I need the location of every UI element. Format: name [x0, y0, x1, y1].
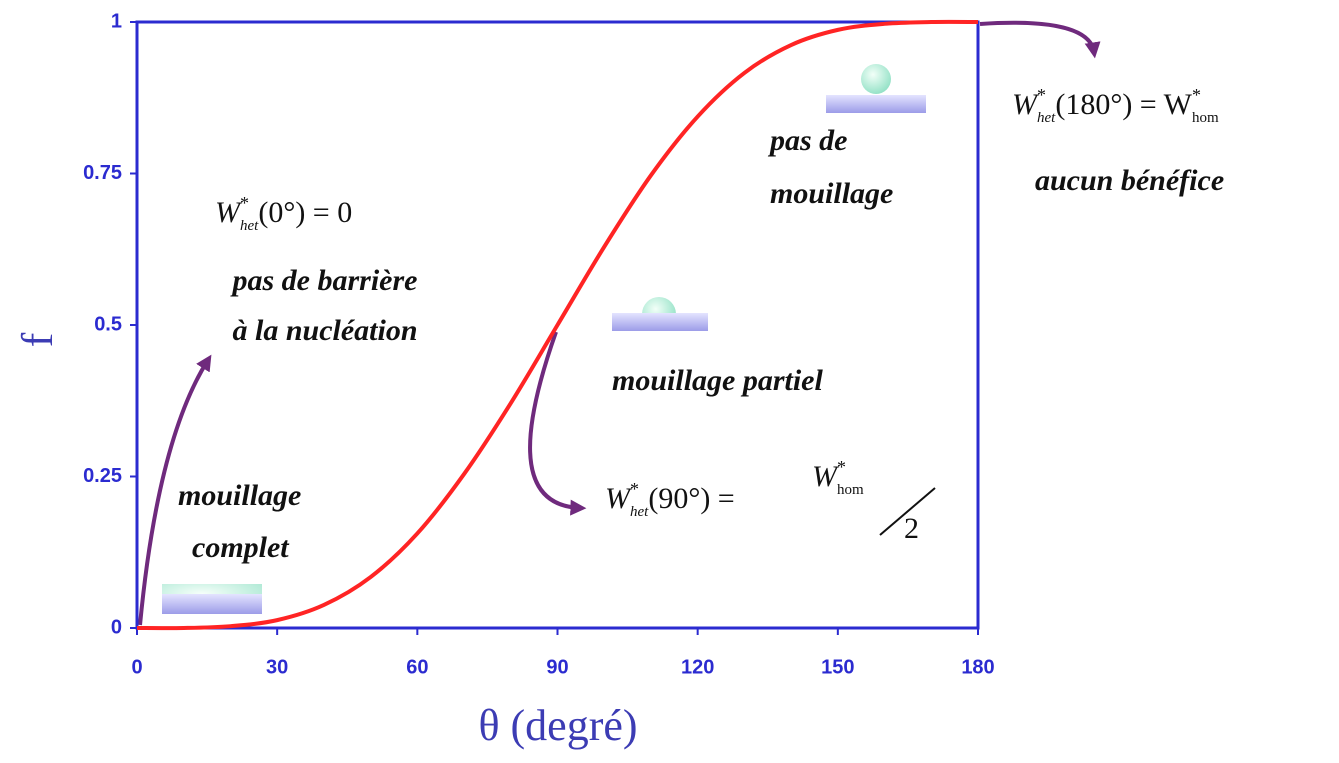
arrow	[528, 331, 587, 516]
eq-main: W	[605, 482, 633, 515]
eq-sup: *	[240, 193, 249, 213]
note: à la nucléation	[232, 314, 417, 347]
equation: W* het(90°) =	[605, 479, 735, 520]
x-tick-label: 180	[961, 656, 994, 678]
arrow	[138, 354, 212, 626]
x-tick-label: 0	[131, 656, 142, 678]
x-tick-label: 60	[406, 656, 428, 678]
arrow	[979, 20, 1101, 59]
note: aucun bénéfice	[1035, 164, 1224, 197]
data-line	[136, 19, 979, 631]
note: mouillage	[178, 479, 301, 512]
eq-sub: hom	[837, 482, 864, 498]
eq-main: W	[215, 196, 243, 229]
eq-sub: het	[240, 218, 259, 234]
icon-complete	[162, 584, 262, 614]
eq-sup: *	[1192, 85, 1201, 105]
note: pas de	[767, 124, 848, 157]
equation: W* het(0°) = 0	[215, 193, 352, 234]
y-tick-label: 0.75	[83, 162, 122, 184]
eq-rest: (0°) = 0	[258, 196, 352, 229]
eq-sup: *	[1037, 85, 1046, 105]
equation: W* hom	[812, 457, 864, 498]
eq-rest: (180°) = W	[1055, 88, 1192, 121]
x-axis-title: θ (degré)	[478, 701, 637, 750]
eq-sub: hom	[1192, 110, 1219, 126]
y-tick-label: 0.5	[94, 313, 122, 335]
note: complet	[192, 531, 290, 564]
note: pas de barrière	[230, 264, 418, 297]
eq-sup: *	[630, 479, 639, 499]
eq-main: W	[1012, 88, 1040, 121]
y-axis-title: f	[13, 332, 62, 347]
y-tick-label: 1	[111, 10, 122, 32]
note: mouillage	[770, 177, 893, 210]
equation: 2	[904, 512, 919, 545]
x-tick-label: 150	[821, 656, 854, 678]
x-tick-label: 90	[546, 656, 568, 678]
eq-main: W	[812, 460, 840, 493]
eq-rest: (90°) =	[648, 482, 734, 515]
x-tick-label: 120	[681, 656, 714, 678]
eq-sup: *	[837, 457, 846, 477]
y-tick-label: 0	[111, 616, 122, 638]
eq-sub: het	[630, 504, 649, 520]
note: mouillage partiel	[612, 364, 824, 397]
fraction-bar	[879, 487, 936, 536]
icon-partial	[612, 297, 708, 331]
y-tick-label: 0.25	[83, 465, 122, 487]
eq-sub: het	[1037, 110, 1056, 126]
equation: W* het(180°) = W* hom	[1012, 85, 1219, 126]
x-tick-label: 30	[266, 656, 288, 678]
icon-none	[826, 64, 926, 113]
